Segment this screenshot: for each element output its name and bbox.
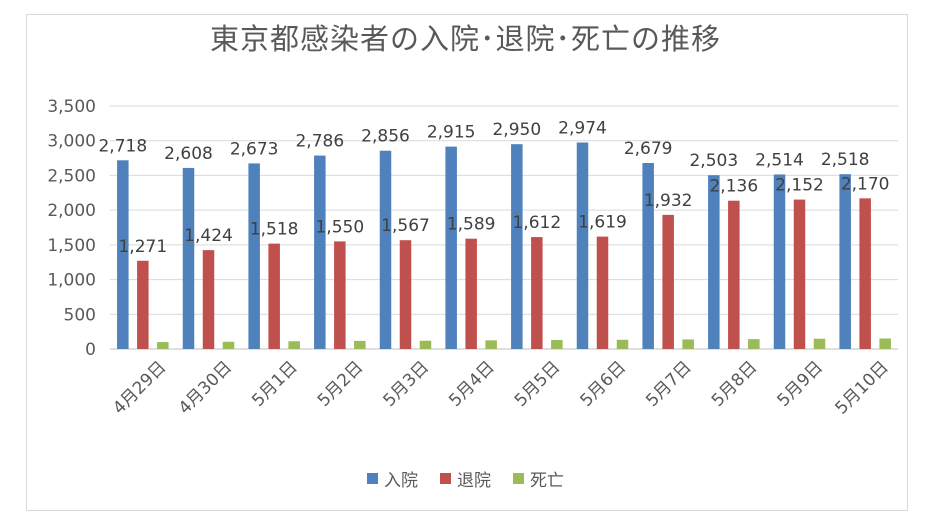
bar-deaths (879, 338, 891, 349)
x-tick-label: 5月8日 (708, 357, 761, 410)
x-tick-label: 5月6日 (577, 357, 630, 410)
data-label: 2,786 (295, 132, 344, 152)
y-tick-label: 1,500 (47, 236, 96, 256)
bar-hospitalized (182, 167, 195, 349)
data-label: 2,152 (775, 176, 824, 196)
data-label: 2,856 (361, 127, 410, 147)
data-label: 1,567 (381, 216, 430, 236)
bar-hospitalized (445, 146, 457, 349)
x-tick-label: 5月9日 (774, 357, 827, 410)
bar-discharged (202, 250, 215, 349)
data-label: 2,974 (558, 119, 607, 139)
legend-item: 死亡 (513, 466, 564, 491)
bar-discharged (334, 241, 346, 349)
data-label: 2,136 (709, 177, 758, 197)
data-label: 2,915 (427, 123, 476, 143)
chart-title: 東京都感染者の入院･退院･死亡の推移 (209, 22, 721, 56)
legend-item: 入院 (367, 466, 418, 491)
gridlines (110, 105, 898, 350)
bar-hospitalized (773, 174, 786, 349)
bar-discharged (465, 238, 477, 349)
x-tick-label: 5月2日 (314, 357, 367, 410)
legend-item: 退院 (440, 466, 491, 491)
bar-discharged (137, 260, 149, 349)
data-label: 2,673 (230, 139, 279, 159)
y-tick-label: 2,500 (47, 166, 96, 186)
x-tick-label: 5月4日 (445, 357, 498, 410)
legend-label: 退院 (457, 471, 491, 491)
x-tick-label: 5月5日 (511, 357, 564, 410)
legend-label: 入院 (384, 471, 418, 491)
y-tick-label: 1,000 (47, 271, 96, 291)
bar-hospitalized (576, 142, 589, 349)
data-label: 2,518 (821, 150, 870, 170)
bar-discharged (859, 198, 871, 349)
data-label: 1,932 (644, 191, 693, 211)
bar-hospitalized (314, 155, 326, 349)
data-label: 2,950 (492, 120, 541, 140)
bar-hospitalized (511, 144, 523, 349)
y-tick-label: 3,500 (47, 97, 96, 117)
bar-deaths (682, 339, 694, 349)
bar-hospitalized (379, 150, 392, 349)
bar-deaths (551, 339, 563, 349)
x-tick-label: 4月30日 (175, 357, 236, 418)
bars: 2,718 1,271 2,608 1,424 2,673 1,518 2,786 1,550… (98, 119, 891, 349)
data-label: 2,679 (624, 139, 673, 159)
bar-discharged (596, 236, 609, 349)
data-label: 1,550 (315, 217, 364, 237)
bar-deaths (222, 341, 235, 349)
bar-hospitalized (248, 163, 260, 349)
legend-swatch (513, 473, 524, 484)
bar-discharged (662, 214, 674, 349)
legend-swatch (440, 473, 451, 484)
data-label: 2,170 (841, 174, 890, 194)
legend-swatch (367, 473, 378, 484)
y-tick-label: 2,000 (47, 201, 96, 221)
bar-deaths (813, 338, 826, 349)
x-tick-label: 5月3日 (380, 357, 433, 410)
data-label: 1,518 (250, 220, 299, 240)
x-axis: 4月29日 4月30日 5月1日 5月2日 5月3日 5月4日 5月5日 5月6日 5月7日 5月… (109, 357, 892, 418)
bar-discharged (531, 237, 543, 349)
y-tick-label: 0 (85, 340, 96, 360)
bar-deaths (419, 340, 432, 349)
x-tick-label: 5月1日 (248, 357, 301, 410)
x-tick-label: 5月10日 (832, 357, 893, 418)
data-label: 1,619 (578, 213, 627, 233)
data-label: 2,514 (755, 150, 804, 170)
data-label: 2,503 (689, 151, 738, 171)
bar-deaths (157, 342, 169, 349)
bar-discharged (399, 240, 412, 349)
x-tick-label: 5月7日 (642, 357, 695, 410)
bar-hospitalized (839, 174, 851, 349)
x-tick-label: 4月29日 (109, 357, 170, 418)
data-label: 1,271 (118, 237, 167, 257)
data-label: 1,424 (184, 226, 233, 246)
data-label: 1,612 (512, 213, 561, 233)
data-label: 2,718 (98, 136, 147, 156)
data-label: 2,608 (164, 144, 213, 164)
bar-deaths (485, 340, 497, 349)
bar-hospitalized (708, 175, 720, 349)
bar-deaths (616, 339, 629, 349)
legend: 入院 退院 死亡 (0, 466, 931, 491)
bar-hospitalized (117, 160, 129, 349)
bar-hospitalized (642, 163, 654, 349)
bar-deaths (748, 339, 760, 349)
bar-deaths (288, 341, 300, 349)
bar-discharged (793, 199, 806, 349)
bar-deaths (354, 340, 366, 349)
legend-label: 死亡 (530, 471, 564, 491)
bar-discharged (728, 200, 740, 349)
y-tick-label: 3,000 (47, 132, 96, 152)
y-axis: 0 500 1,000 1,500 2,000 2,500 3,000 3,500 (47, 97, 96, 360)
bar-discharged (268, 243, 280, 349)
y-tick-label: 500 (64, 305, 96, 325)
data-label: 1,589 (447, 215, 496, 235)
